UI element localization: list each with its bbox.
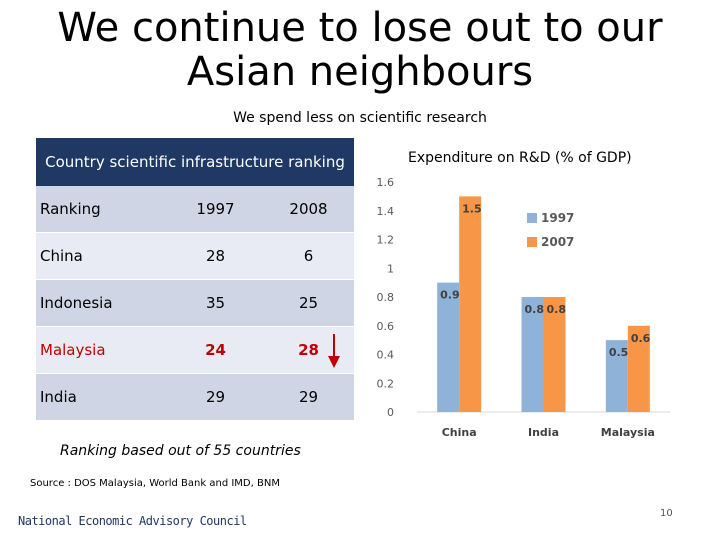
page-number: 10 bbox=[660, 508, 673, 519]
rank-1997-cell: 35 bbox=[168, 279, 263, 327]
y-tick-label: 0.6 bbox=[377, 320, 395, 333]
y-tick-label: 1.6 bbox=[377, 176, 395, 189]
data-label: 0.8 bbox=[547, 303, 567, 316]
slide-subtitle: We spend less on scientific research bbox=[233, 110, 487, 126]
legend-label: 2007 bbox=[541, 235, 574, 249]
rank-1997-cell: 28 bbox=[168, 232, 263, 280]
data-label: 0.9 bbox=[440, 289, 460, 302]
bar-2007-india bbox=[543, 297, 566, 412]
data-label: 1.5 bbox=[462, 202, 482, 215]
x-tick-label: India bbox=[528, 426, 559, 439]
legend-swatch-2007 bbox=[527, 237, 537, 247]
rank-2008-cell: 28 bbox=[263, 326, 354, 374]
footer-organization: National Economic Advisory Council bbox=[18, 514, 247, 528]
data-label: 0.5 bbox=[609, 346, 629, 359]
y-tick-label: 0.4 bbox=[377, 349, 395, 362]
bar-1997-india bbox=[521, 297, 544, 412]
y-tick-label: 1.4 bbox=[377, 205, 395, 218]
rank-2008-cell: 6 bbox=[263, 232, 354, 280]
y-tick-label: 0.8 bbox=[377, 291, 395, 304]
legend-label: 1997 bbox=[541, 211, 574, 225]
ranking-table-header-row: Ranking 1997 2008 bbox=[36, 186, 354, 233]
y-tick-label: 0.2 bbox=[377, 377, 395, 390]
table-row: India 29 29 bbox=[36, 373, 354, 421]
slide-title: We continue to lose out to our Asian nei… bbox=[40, 6, 680, 94]
ranking-header: Ranking bbox=[36, 186, 168, 233]
bar-1997-malaysia bbox=[605, 340, 628, 412]
y-tick-label: 1 bbox=[387, 262, 394, 275]
table-row: China 28 6 bbox=[36, 232, 354, 280]
country-cell: China bbox=[36, 232, 168, 280]
ranking-table: Ranking 1997 2008 China 28 6 Indonesia 3… bbox=[36, 186, 354, 421]
country-cell: Indonesia bbox=[36, 279, 168, 327]
down-arrow-icon bbox=[328, 334, 340, 368]
table-row-highlighted: Malaysia 24 28 bbox=[36, 326, 354, 374]
ranking-table-title: Country scientific infrastructure rankin… bbox=[36, 138, 354, 186]
bar-2007-malaysia bbox=[627, 325, 650, 412]
rank-1997-cell: 24 bbox=[168, 326, 263, 374]
chart-title: Expenditure on R&D (% of GDP) bbox=[408, 150, 632, 166]
y-tick-label: 1.2 bbox=[377, 234, 395, 247]
legend-swatch-1997 bbox=[527, 213, 537, 223]
rank-2008-cell: 25 bbox=[263, 279, 354, 327]
rank-1997-cell: 29 bbox=[168, 373, 263, 421]
bar-2007-china bbox=[459, 196, 482, 412]
ranking-note: Ranking based out of 55 countries bbox=[60, 443, 301, 459]
country-cell: India bbox=[36, 373, 168, 421]
year-1997-header: 1997 bbox=[168, 186, 263, 233]
x-tick-label: China bbox=[442, 426, 477, 439]
year-2008-header: 2008 bbox=[263, 186, 354, 233]
data-label: 0.6 bbox=[631, 332, 651, 345]
bar-1997-china bbox=[437, 282, 460, 412]
y-tick-label: 0 bbox=[387, 406, 394, 419]
table-row: Indonesia 35 25 bbox=[36, 279, 354, 327]
rank-2008-cell: 29 bbox=[263, 373, 354, 421]
slide-title-line-2: Asian neighbours bbox=[186, 49, 534, 95]
source-text: Source : DOS Malaysia, World Bank and IM… bbox=[30, 478, 280, 489]
data-label: 0.8 bbox=[525, 303, 545, 316]
slide-title-line-1: We continue to lose out to our bbox=[57, 5, 663, 51]
country-cell: Malaysia bbox=[36, 326, 168, 374]
x-tick-label: Malaysia bbox=[601, 426, 655, 439]
